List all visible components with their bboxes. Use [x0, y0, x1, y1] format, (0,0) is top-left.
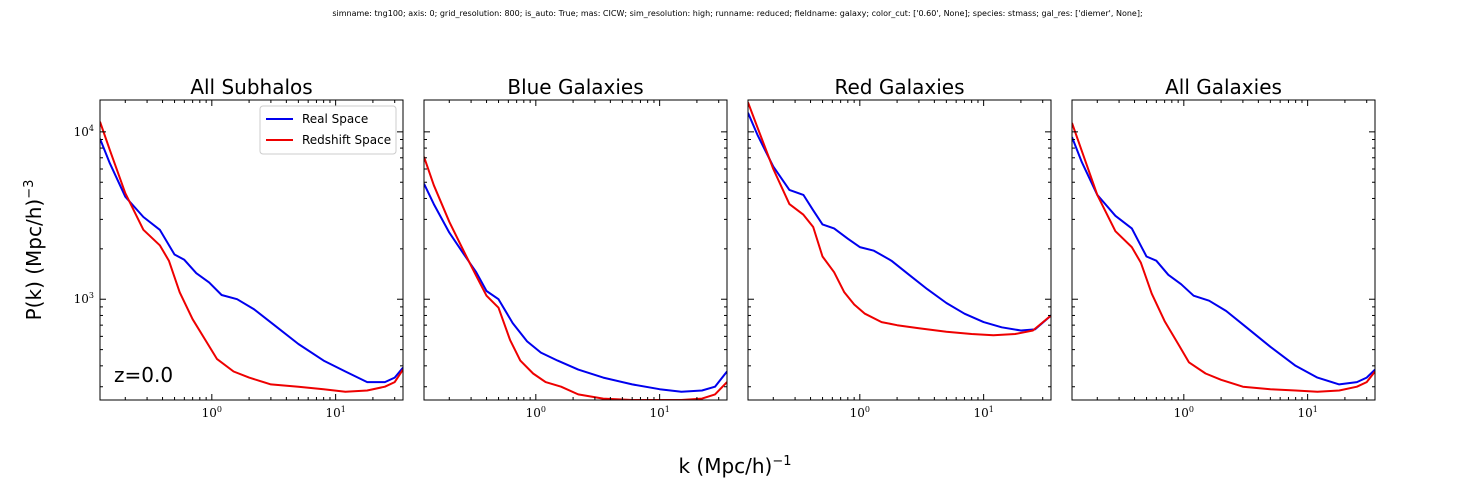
- plot-frame: [99, 99, 404, 401]
- legend-redshift-label: Redshift Space: [302, 133, 391, 147]
- series-group: [424, 156, 727, 400]
- tick-base: 10: [649, 406, 664, 420]
- real-space-line: [100, 138, 403, 384]
- x-tick-label: 101: [1297, 405, 1317, 420]
- panel-title: Red Galaxies: [834, 75, 964, 99]
- series-group: [1072, 122, 1375, 393]
- series-group: [100, 121, 403, 393]
- tick-exponent: 1: [341, 405, 346, 414]
- x-tick-label: 101: [649, 405, 669, 420]
- plot-frame: [423, 99, 728, 401]
- tick-base: 10: [74, 125, 89, 139]
- panel-title: All Galaxies: [1165, 75, 1282, 99]
- real-space-line: [748, 112, 1051, 332]
- legend: Real Space Redshift Space: [259, 105, 397, 155]
- x-axis-label: k (Mpc/h)−1: [678, 454, 791, 478]
- y-tick-label: 104: [74, 124, 94, 139]
- tick-exponent: 1: [665, 405, 670, 414]
- x-tick-label: 100: [526, 405, 546, 420]
- series-group: [748, 102, 1051, 337]
- plot-frame: [1071, 99, 1376, 401]
- x-tick-label: 100: [850, 405, 870, 420]
- tick-exponent: 0: [217, 405, 222, 414]
- tick-base: 10: [325, 406, 340, 420]
- figure-suptitle: simname: tng100; axis: 0; grid_resolutio…: [332, 9, 1143, 18]
- tick-base: 10: [526, 406, 541, 420]
- tick-base: 10: [74, 292, 89, 306]
- tick-exponent: 0: [1189, 405, 1194, 414]
- x-tick-label: 100: [202, 405, 222, 420]
- tick-base: 10: [1174, 406, 1189, 420]
- panel-title: Blue Galaxies: [507, 75, 643, 99]
- tick-base: 10: [202, 406, 217, 420]
- legend-box: [259, 105, 397, 155]
- plot-frame: [747, 99, 1052, 401]
- panel-title: All Subhalos: [190, 75, 312, 99]
- redshift-annotation: z=0.0: [114, 363, 173, 387]
- tick-base: 10: [973, 406, 988, 420]
- redshift-space-line: [100, 121, 403, 393]
- tick-exponent: 1: [1313, 405, 1318, 414]
- redshift-space-line: [424, 156, 727, 400]
- tick-exponent: 0: [865, 405, 870, 414]
- tick-exponent: 1: [989, 405, 994, 414]
- redshift-space-line: [748, 102, 1051, 337]
- x-tick-label: 101: [973, 405, 993, 420]
- tick-exponent: 0: [541, 405, 546, 414]
- y-axis-label: P(k) (Mpc/h)−3: [22, 180, 46, 321]
- tick-exponent: 3: [89, 291, 94, 300]
- tick-base: 10: [850, 406, 865, 420]
- tick-base: 10: [1297, 406, 1312, 420]
- x-tick-label: 101: [325, 405, 345, 420]
- tick-exponent: 4: [89, 124, 94, 133]
- x-tick-label: 100: [1174, 405, 1194, 420]
- real-space-line: [1072, 136, 1375, 386]
- real-space-line: [424, 183, 727, 393]
- y-tick-label: 103: [74, 291, 94, 306]
- redshift-space-line: [1072, 122, 1375, 393]
- legend-real-label: Real Space: [302, 112, 368, 126]
